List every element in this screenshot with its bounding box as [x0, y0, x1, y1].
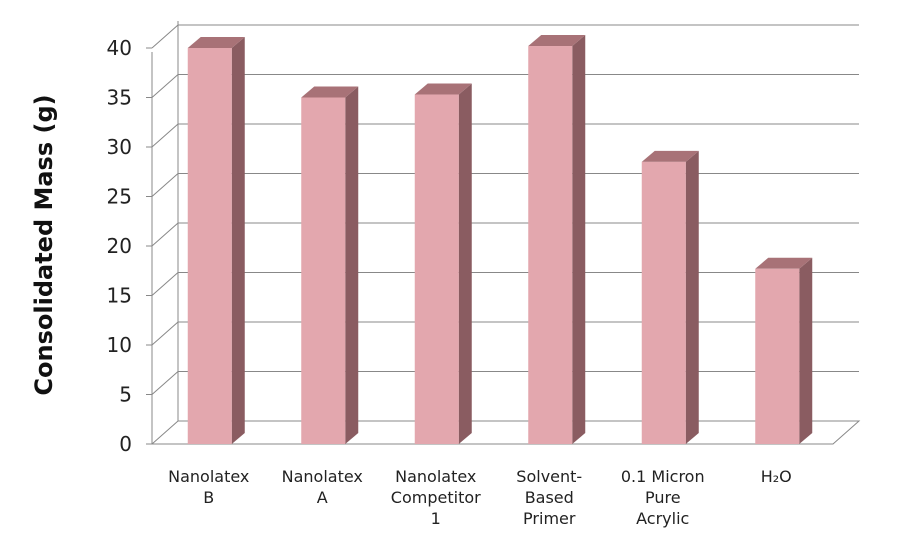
bar-top [755, 257, 813, 269]
bar-front [641, 161, 686, 444]
gridline-diagonal [151, 74, 179, 98]
bar [755, 257, 813, 444]
bars [187, 35, 813, 445]
x-tick-label: 0.1 Micron Pure Acrylic [621, 467, 705, 528]
bar-top [414, 83, 472, 95]
bar-side [345, 86, 359, 444]
bar-side [572, 35, 586, 445]
y-axis-ticks: 0 5 10 15 20 25 30 35 40 [107, 36, 132, 456]
gridline-diagonal [151, 24, 179, 49]
bar-front [301, 97, 346, 444]
x-tick-label: Solvent- Based Primer [516, 467, 582, 528]
x-tick-label: H₂O [761, 467, 792, 486]
bar-top [301, 86, 359, 98]
grid [146, 21, 861, 445]
x-tick-label-line: 0.1 Micron [621, 467, 705, 486]
bar-side [799, 257, 813, 444]
gridline-diagonal [151, 371, 179, 395]
bar [187, 37, 245, 444]
x-tick-label-line: Pure [645, 488, 681, 507]
x-tick-label: Nanolatex A [282, 467, 363, 507]
x-tick-label-line: Acrylic [636, 509, 689, 528]
x-tick-label-line: Based [525, 488, 574, 507]
bar-side [231, 37, 245, 444]
y-tick-label: 15 [107, 284, 132, 308]
y-tick-label: 0 [119, 432, 132, 456]
y-axis-label: Consolidated Mass (g) [30, 94, 58, 395]
chart-floor [150, 420, 861, 445]
x-axis-ticks: Nanolatex B Nanolatex A Nanolatex Competitor 1… [168, 467, 792, 528]
x-tick-label-line: Nanolatex [168, 467, 249, 486]
bar-front [187, 48, 232, 444]
bar-top [641, 150, 699, 162]
x-tick-label-line: Nanolatex [395, 467, 476, 486]
x-tick-label-line: Competitor [391, 488, 481, 507]
x-tick-label-line: B [203, 488, 214, 507]
bar-front [755, 268, 800, 444]
bar-front [528, 46, 573, 445]
bar [528, 35, 586, 445]
bar-front [414, 94, 459, 444]
x-tick-label-line: 1 [431, 509, 441, 528]
bar-side [458, 83, 472, 444]
gridline-diagonal [151, 272, 179, 296]
x-tick-label-line: Nanolatex [282, 467, 363, 486]
y-tick-label: 10 [107, 333, 132, 357]
x-tick-label-line: Primer [523, 509, 576, 528]
y-tick-label: 20 [107, 234, 132, 258]
gridline-diagonal [151, 222, 179, 247]
gridline-diagonal [151, 123, 179, 148]
y-tick-label: 5 [119, 383, 132, 407]
y-tick-label: 35 [107, 86, 132, 110]
x-tick-label: Nanolatex B [168, 467, 249, 507]
gridline-diagonal [151, 173, 179, 197]
bar [301, 86, 359, 444]
bar-top [187, 37, 245, 48]
x-tick-label: Nanolatex Competitor 1 [391, 467, 481, 528]
x-tick-label-line: A [317, 488, 328, 507]
y-tick-label: 25 [107, 185, 132, 209]
gridline-diagonal [151, 321, 179, 346]
bar [641, 150, 699, 444]
x-tick-label-line: Solvent- [516, 467, 582, 486]
x-tick-label-line: H₂O [761, 467, 792, 486]
y-tick-label: 30 [107, 135, 132, 159]
bar [414, 83, 472, 444]
bar-top [528, 35, 586, 47]
y-tick-label: 40 [107, 36, 132, 60]
bar-side [685, 150, 699, 444]
